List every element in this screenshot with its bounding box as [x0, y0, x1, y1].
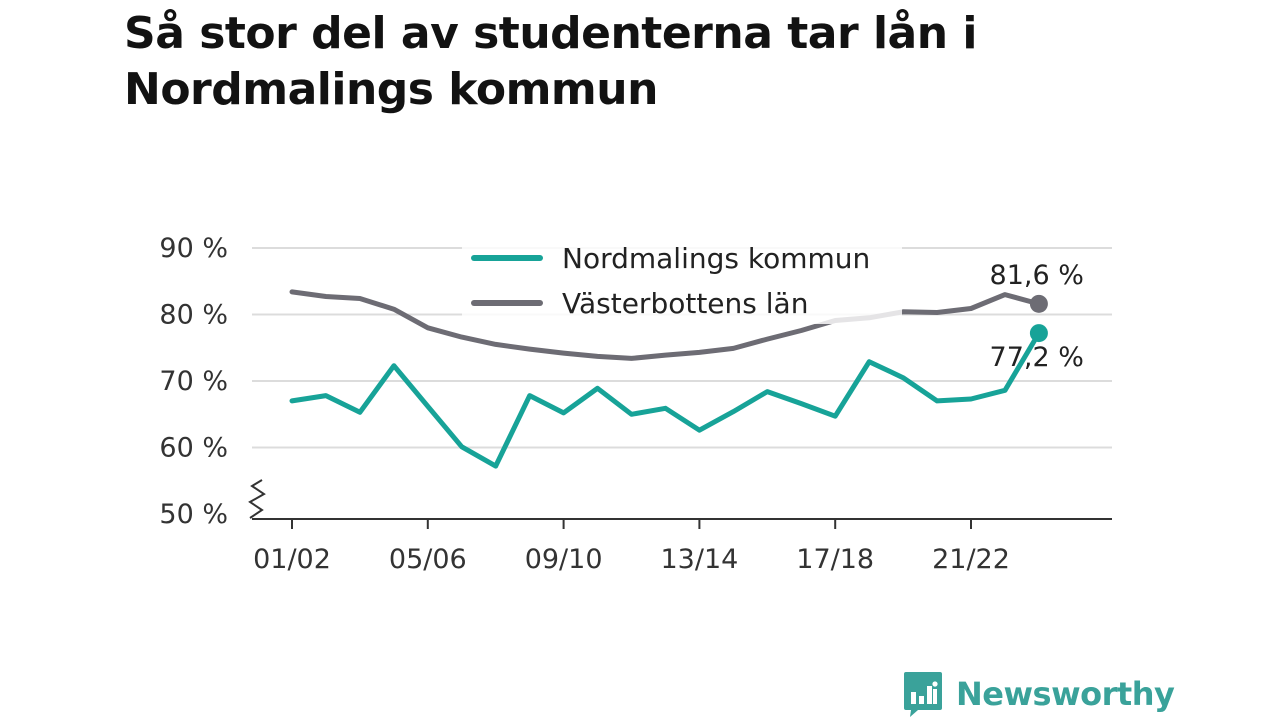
end-point-marker [1029, 324, 1048, 343]
axis-break-mark [248, 479, 266, 519]
x-tick-label: 01/02 [253, 544, 331, 575]
y-tick-label: 90 % [159, 233, 228, 264]
x-tick-label: 21/22 [932, 544, 1010, 575]
x-axis-tick-labels: 01/02 05/06 09/10 13/14 17/18 21/22 [253, 519, 1010, 575]
series-line [289, 330, 1042, 469]
x-tick-label: 09/10 [525, 544, 603, 575]
series-lines [289, 289, 1042, 469]
y-axis-tick-labels: 50 % 60 % 70 % 80 % 90 % [159, 233, 228, 530]
series-line [289, 289, 1042, 361]
end-value-label: 77,2 % [990, 342, 1084, 373]
end-value-labels: 81,6 % 77,2 % [990, 260, 1084, 373]
legend-background [462, 234, 902, 324]
legend-label: Nordmalings kommun [562, 242, 870, 275]
chart-title: Så stor del av studenterna tar lån i Nor… [124, 8, 977, 115]
x-tick-label: 05/06 [389, 544, 467, 575]
y-tick-label: 60 % [159, 433, 228, 464]
end-value-label: 81,6 % [990, 260, 1084, 291]
brand-logo: Newsworthy [902, 670, 1175, 718]
brand-name: Newsworthy [956, 675, 1175, 713]
x-tick-label: 17/18 [796, 544, 874, 575]
legend: Nordmalings kommun Västerbottens län [462, 234, 902, 324]
x-axis [248, 479, 1112, 520]
x-tick-label: 13/14 [660, 544, 738, 575]
newsworthy-logo-icon [904, 672, 942, 717]
end-point-marker [1029, 294, 1048, 313]
legend-label: Västerbottens län [562, 287, 808, 320]
y-tick-label: 50 % [159, 499, 228, 530]
y-tick-label: 70 % [159, 366, 228, 397]
y-tick-label: 80 % [159, 300, 228, 331]
